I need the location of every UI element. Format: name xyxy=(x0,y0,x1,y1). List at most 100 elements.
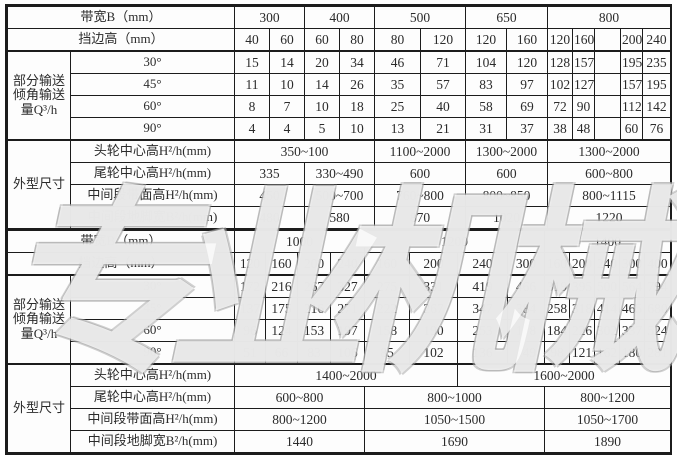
capacity-value-cell: 18 xyxy=(339,95,375,118)
capacity-value-cell: 58 xyxy=(465,95,507,118)
capacity-value-cell xyxy=(594,117,621,141)
capacity-value-cell: 235 xyxy=(641,50,672,74)
dimension-value-cell: 1440 xyxy=(234,430,365,453)
capacity-value-cell: 15 xyxy=(234,50,270,74)
capacity-value-cell: 190 xyxy=(409,319,458,342)
capacity-value-cell: 85 xyxy=(364,341,410,365)
capacity-value-cell: 11 xyxy=(234,73,270,96)
angle-label: 45° xyxy=(70,297,235,320)
capacity-value-cell: 465 xyxy=(619,297,645,320)
dimension-value-cell: 350~100 xyxy=(234,139,375,163)
capacity-value-cell: 258 xyxy=(544,297,570,320)
capacity-value-cell: 76 xyxy=(641,117,672,141)
edge-height-cell: 160 xyxy=(506,28,548,52)
dimension-row-label: 尾轮中心高H²/h(mm) xyxy=(70,162,235,185)
capacity-value-cell: 5 xyxy=(304,117,340,141)
capacity-value-cell: 195 xyxy=(641,73,672,96)
edge-height-cell: 60 xyxy=(269,28,305,52)
capacity-value-cell: 794 xyxy=(644,274,671,298)
capacity-value-cell: 66 xyxy=(265,341,298,365)
dimension-value-cell: 1600~2000 xyxy=(457,363,671,387)
capacity-group-label: 部分输送 倾角输送 量Q³/h xyxy=(7,274,71,365)
capacity-value-cell: 90 xyxy=(572,95,595,118)
capacity-value-cell: 121 xyxy=(569,341,595,365)
capacity-value-cell: 271 xyxy=(330,297,365,320)
dimension-row-label: 尾轮中心高H²/h(mm) xyxy=(70,386,235,409)
dimension-value-cell: 800~1200 xyxy=(234,408,365,431)
dimension-value-cell: 1400~2000 xyxy=(234,363,458,387)
edge-height-cell: 200 xyxy=(409,252,458,276)
capacity-value-cell: 46 xyxy=(374,50,421,74)
dimension-value-cell: 335 xyxy=(234,162,305,185)
edge-height-cell: 60 xyxy=(304,28,340,52)
angle-label: 90° xyxy=(70,117,235,141)
edge-height-cell: 240 xyxy=(594,252,620,276)
edge-height-cell: 160 xyxy=(544,252,570,276)
dimension-row-label: 中间段带面高H²/h(mm) xyxy=(70,184,235,207)
edge-height-cell: 200 xyxy=(620,28,643,52)
capacity-value-cell: 180 xyxy=(619,341,645,365)
capacity-value-cell: 4 xyxy=(269,117,305,141)
edge-height-cell: 80 xyxy=(339,28,375,52)
edge-height-cell: 80 xyxy=(374,28,421,52)
capacity-value-cell: 106 xyxy=(330,341,365,365)
dimension-value-cell: 1050~1500 xyxy=(364,408,545,431)
capacity-value-cell: 158 xyxy=(364,319,410,342)
capacity-value-cell: 414 xyxy=(594,297,620,320)
angle-label: 45° xyxy=(70,73,235,96)
dimension-row-label: 头轮中心高H²/h(mm) xyxy=(70,363,235,387)
band-header: 1200 xyxy=(364,230,545,253)
capacity-value-cell: 153 xyxy=(297,319,331,342)
dimension-value-cell: 330~490 xyxy=(304,162,375,185)
dimension-value-cell: 800~850 xyxy=(465,184,548,207)
dimension-value-cell: 870 xyxy=(374,206,466,230)
angle-label: 90° xyxy=(70,341,235,365)
edge-height-cell: 200 xyxy=(569,252,595,276)
capacity-value-cell: 337 xyxy=(619,319,645,342)
dimension-value-cell: 1690 xyxy=(364,430,545,453)
capacity-value-cell: 137 xyxy=(234,297,266,320)
dimension-value-cell: 1100~2000 xyxy=(374,139,466,163)
capacity-value-cell: 98 xyxy=(544,341,570,365)
capacity-value-cell: 157 xyxy=(572,50,595,74)
edge-height-cell: 240 xyxy=(641,28,672,52)
dimension-value-cell: 800~1000 xyxy=(364,386,545,409)
dimension-value-cell: 1890 xyxy=(544,430,671,453)
band-header: 300 xyxy=(234,6,305,29)
dimension-row-label: 头轮中心高H²/h(mm) xyxy=(70,139,235,163)
dimension-value-cell: 1050~1700 xyxy=(544,408,671,431)
capacity-value-cell: 60 xyxy=(620,117,643,141)
capacity-value-cell: 10 xyxy=(304,95,340,118)
capacity-value-cell: 37 xyxy=(506,117,548,141)
capacity-value-cell: 48 xyxy=(572,117,595,141)
capacity-value-cell: 120 xyxy=(506,50,548,74)
capacity-value-cell: 127 xyxy=(572,73,595,96)
capacity-value-cell: 162 xyxy=(594,341,620,365)
capacity-value-cell: 128 xyxy=(547,50,573,74)
capacity-value-cell: 38 xyxy=(547,117,573,141)
upper-spec-table: 带宽B（mm） 300 400 500 650 800 挡边高（mm） 40 60 60 80 80 1… xyxy=(7,6,672,230)
capacity-value-cell: 10 xyxy=(269,73,305,96)
band-header: 650 xyxy=(465,6,548,29)
capacity-value-cell: 31 xyxy=(465,117,507,141)
edge-height-cell: 120 xyxy=(465,28,507,52)
capacity-value-cell: 319 xyxy=(544,274,570,298)
capacity-value-cell: 222 xyxy=(364,297,410,320)
capacity-value-cell: 216 xyxy=(297,297,331,320)
capacity-value-cell xyxy=(594,95,621,118)
capacity-value-cell: 136 xyxy=(457,341,508,365)
edge-height-cell: 160 xyxy=(572,28,595,52)
capacity-value-cell: 149 xyxy=(507,341,545,365)
dimension-value-cell: 1020 xyxy=(465,206,548,230)
capacity-value-cell: 524 xyxy=(644,319,671,342)
capacity-value-cell: 302 xyxy=(594,319,620,342)
capacity-value-cell: 102 xyxy=(409,341,458,365)
edge-height-label: 挡边高（mm） xyxy=(7,252,235,276)
band-header: 800 xyxy=(546,6,672,29)
capacity-value-cell: 124 xyxy=(265,319,298,342)
bandwidth-label: 带宽B（mm） xyxy=(7,230,235,253)
band-header: 400 xyxy=(304,6,375,29)
capacity-value-cell: 680 xyxy=(644,297,671,320)
capacity-value-cell: 112 xyxy=(620,95,643,118)
bandwidth-label: 带宽B（mm） xyxy=(7,6,235,29)
